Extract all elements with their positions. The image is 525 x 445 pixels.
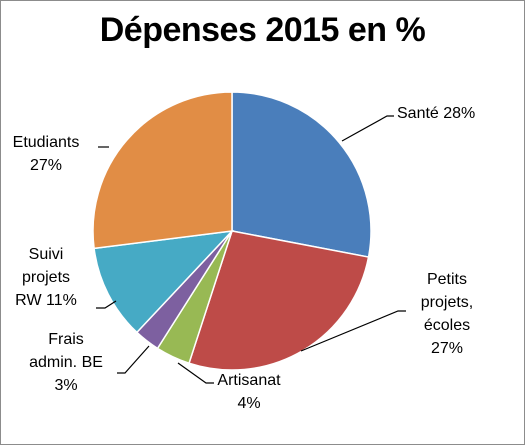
slice-label-line: 27% bbox=[30, 157, 62, 174]
slice-label-line: Petits bbox=[427, 271, 467, 288]
pie-slice-0 bbox=[231, 91, 372, 258]
chart-title: Dépenses 2015 en % bbox=[99, 11, 426, 49]
slice-label-line: 3% bbox=[54, 377, 77, 394]
leader-line-2 bbox=[177, 362, 214, 384]
slice-label-line: Suivi bbox=[29, 246, 64, 263]
slice-label-3: Frais admin. BE 3% bbox=[29, 331, 103, 394]
slice-label-line: écoles bbox=[424, 317, 470, 334]
slice-label-5: Etudiants 27% bbox=[13, 134, 80, 174]
slice-label-line: 27% bbox=[431, 340, 463, 357]
slice-label-line: 4% bbox=[237, 395, 260, 412]
slice-label-line: Artisanat bbox=[217, 372, 281, 389]
slice-label-line: Frais bbox=[48, 331, 84, 348]
leader-line-3 bbox=[117, 345, 150, 374]
pie-slice-4 bbox=[93, 229, 234, 334]
slice-label-line: Santé 28% bbox=[397, 105, 475, 122]
slice-label-0: Santé 28% bbox=[397, 105, 475, 122]
slice-label-line: projets, bbox=[421, 294, 473, 311]
slice-label-1: Petits projets, écoles 27% bbox=[421, 271, 473, 357]
leader-line-0 bbox=[341, 115, 394, 142]
slice-label-line: RW 11% bbox=[15, 292, 77, 309]
slice-label-line: projets bbox=[22, 269, 70, 286]
slice-label-line: admin. BE bbox=[29, 354, 103, 371]
slice-label-line: Etudiants bbox=[13, 134, 80, 151]
leader-line-4 bbox=[96, 300, 117, 309]
slice-label-2: Artisanat 4% bbox=[217, 372, 281, 412]
pie-slice-5 bbox=[92, 91, 233, 250]
leader-line-1 bbox=[300, 310, 406, 352]
slice-label-4: Suivi projets RW 11% bbox=[15, 246, 77, 309]
